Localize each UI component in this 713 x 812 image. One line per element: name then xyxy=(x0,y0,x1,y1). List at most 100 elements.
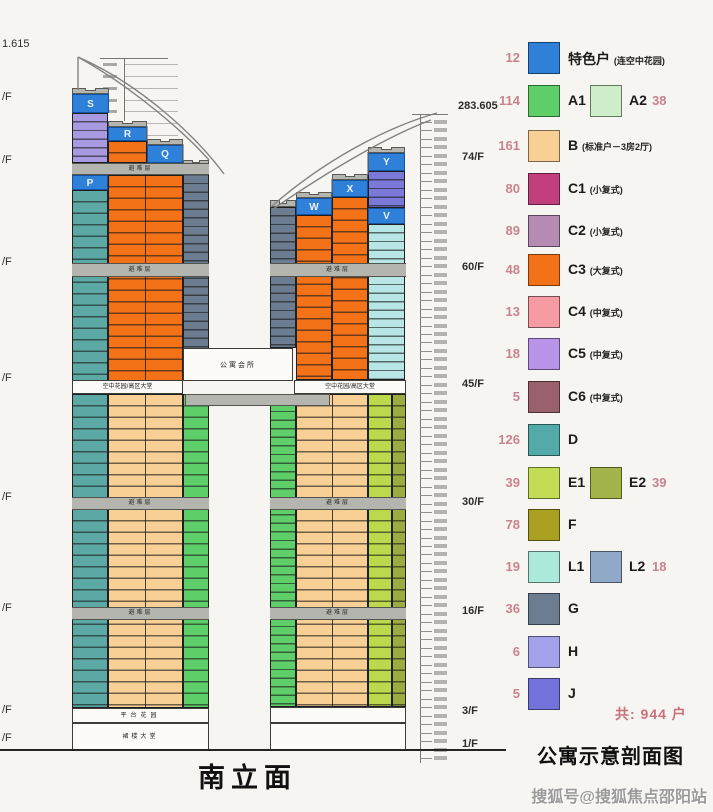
left-block-s: S xyxy=(72,94,109,113)
right-refuge-band-16: 避难层 xyxy=(270,607,406,620)
legend-row-C2: 89 C2 (小复式) xyxy=(490,215,713,247)
right-block-w: W xyxy=(296,198,332,215)
ruler-tick xyxy=(420,408,447,412)
ruler-tick xyxy=(420,179,447,183)
legend-label: C3 (大复式) xyxy=(568,261,623,277)
right-col-purple xyxy=(368,171,405,208)
legend-note: (中复式) xyxy=(589,350,623,360)
right-floor-label: 16/F xyxy=(462,605,485,617)
legend-swatch xyxy=(528,338,560,370)
legend-count: 89 xyxy=(505,223,520,238)
ground-line xyxy=(0,749,506,751)
legend-label: G xyxy=(568,600,579,616)
legend-row-C6: 5 C6 (中复式) xyxy=(490,381,713,413)
left-col-orange-mid xyxy=(108,175,183,394)
right-platform-band xyxy=(270,707,406,723)
ruler-tick xyxy=(420,391,447,395)
right-col-e1 xyxy=(368,394,392,707)
ruler-tick xyxy=(420,561,447,565)
legend-count: 39 xyxy=(652,475,667,490)
legend-label: J xyxy=(568,685,576,701)
left-block-r: R xyxy=(108,127,147,141)
ruler-tick xyxy=(420,519,447,523)
legend-count: 39 xyxy=(505,475,520,490)
ruler-tick xyxy=(420,340,447,344)
ruler-tick xyxy=(420,671,447,675)
legend-swatch xyxy=(528,85,560,117)
legend-swatch xyxy=(528,636,560,668)
ruler-tick xyxy=(420,307,447,311)
ruler-tick xyxy=(420,154,447,158)
ruler-tick xyxy=(420,536,447,540)
right-col-e2 xyxy=(392,394,406,707)
ruler-tick xyxy=(420,663,447,667)
right-floor-label: 30/F xyxy=(462,496,485,508)
legend-label: H xyxy=(568,643,579,659)
right-col-green xyxy=(270,394,296,707)
ruler-tick xyxy=(420,595,447,599)
ruler-tick xyxy=(420,298,447,302)
ruler-tick xyxy=(420,612,447,616)
legend-count: 18 xyxy=(652,559,667,574)
legend-count: 12 xyxy=(505,50,520,65)
ruler-tick xyxy=(103,99,178,102)
legend-swatch xyxy=(528,130,560,162)
ruler-tick xyxy=(420,476,447,480)
left-floor-label: /F xyxy=(2,256,12,268)
right-refuge-band-60: 避难层 xyxy=(270,263,406,277)
ruler-tick xyxy=(420,629,447,633)
left-floor-label: /F xyxy=(2,91,12,103)
ruler-tick xyxy=(420,400,447,404)
ruler-tick xyxy=(420,324,447,328)
ruler-tick xyxy=(420,569,447,573)
ruler-tick xyxy=(420,349,447,353)
ruler-tick xyxy=(420,213,447,217)
legend-label: L1 xyxy=(568,558,585,574)
legend-row-L1: 19 L1 L2 18 xyxy=(490,551,713,583)
ruler-tick xyxy=(420,603,447,607)
ruler-tick xyxy=(420,544,447,548)
legend-count: 80 xyxy=(505,181,520,196)
ruler-tick xyxy=(420,196,447,200)
legend-count: 78 xyxy=(505,517,520,532)
left-top-elevation: 1.615 xyxy=(2,38,30,50)
ruler-tick xyxy=(420,459,447,463)
legend-count: 13 xyxy=(505,304,520,319)
left-col-purple xyxy=(72,113,108,163)
ruler-tick xyxy=(103,63,178,66)
legend-count: 19 xyxy=(505,559,520,574)
ruler-tick xyxy=(420,731,447,735)
right-podium xyxy=(270,723,406,750)
left-refuge-band-30: 避难层 xyxy=(72,497,209,510)
ruler-tick xyxy=(420,230,447,234)
legend-swatch xyxy=(528,424,560,456)
left-refuge-band-60: 避难层 xyxy=(72,263,209,277)
ruler-tick xyxy=(420,205,447,209)
legend-row-D: 126 D xyxy=(490,424,713,456)
ruler-tick xyxy=(420,383,447,387)
legend-note: (中复式) xyxy=(589,308,623,318)
ruler-tick xyxy=(420,680,447,684)
right-ruler-top-tick xyxy=(412,114,448,115)
left-floor-label: /F xyxy=(2,732,12,744)
legend-note: (小复式) xyxy=(589,185,623,195)
legend-row-C4: 13 C4 (中复式) xyxy=(490,296,713,328)
left-platform-garden: 平台花园 xyxy=(72,708,209,723)
ruler-tick xyxy=(420,247,447,251)
ruler-tick xyxy=(420,222,447,226)
ruler-tick xyxy=(420,442,447,446)
right-sky-lobby: 空中花园/高区大堂 xyxy=(294,380,406,394)
left-floor-label: /F xyxy=(2,372,12,384)
ruler-tick xyxy=(420,468,447,472)
ruler-tick xyxy=(420,578,447,582)
legend-row-G: 36 G xyxy=(490,593,713,625)
legend-label: C4 (中复式) xyxy=(568,303,623,319)
legend-label: 特色户 (连空中花园) xyxy=(568,51,665,67)
ruler-tick xyxy=(420,120,447,124)
legend-row-F: 78 F xyxy=(490,509,713,541)
ruler-tick xyxy=(420,485,447,489)
ruler-tick xyxy=(420,714,447,718)
ruler-tick xyxy=(420,756,447,760)
